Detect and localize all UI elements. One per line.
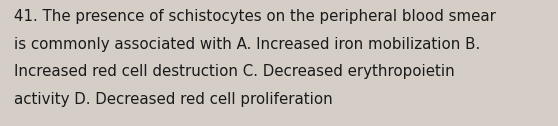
Text: is commonly associated with A. Increased iron mobilization B.: is commonly associated with A. Increased… xyxy=(14,37,480,52)
Text: 41. The presence of schistocytes on the peripheral blood smear: 41. The presence of schistocytes on the … xyxy=(14,9,496,24)
Text: activity D. Decreased red cell proliferation: activity D. Decreased red cell prolifera… xyxy=(14,92,333,107)
Text: Increased red cell destruction C. Decreased erythropoietin: Increased red cell destruction C. Decrea… xyxy=(14,64,455,79)
